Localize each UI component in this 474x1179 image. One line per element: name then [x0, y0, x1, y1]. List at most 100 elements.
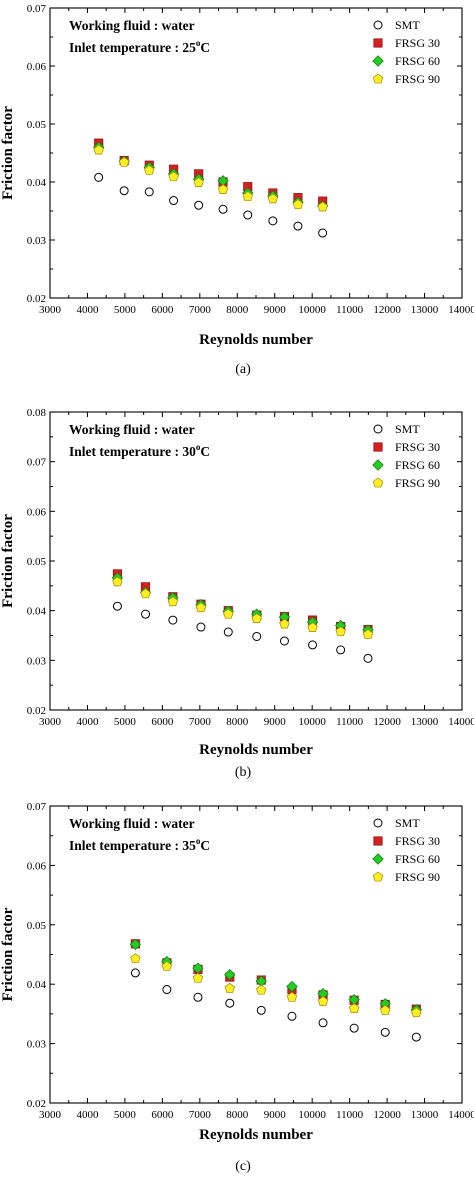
- y-tick-label: 0.05: [27, 119, 47, 131]
- annotation-working-fluid: Working fluid : water: [69, 18, 195, 33]
- x-tick-label: 6000: [151, 1109, 174, 1121]
- series-frsg-90: [112, 576, 374, 639]
- series-frsg-90: [93, 144, 328, 212]
- series-smt: [130, 968, 421, 1042]
- data-point: [129, 938, 142, 951]
- x-tick-label: 5000: [114, 1109, 137, 1121]
- x-tick-label: 8000: [226, 304, 249, 316]
- data-point: [168, 615, 178, 625]
- legend-label: FRSG 60: [395, 458, 440, 472]
- x-tick-label: 7000: [189, 1109, 212, 1121]
- y-tick-label: 0.02: [27, 1098, 46, 1110]
- data-point: [252, 631, 262, 641]
- x-tick-label: 10000: [298, 1109, 326, 1121]
- x-tick-label: 12000: [373, 716, 401, 728]
- legend-label: FRSG 30: [395, 834, 440, 848]
- x-tick-label: 7000: [189, 716, 212, 728]
- series-frsg-60: [111, 572, 374, 636]
- data-point: [307, 622, 318, 632]
- x-tick-label: 8000: [226, 716, 249, 728]
- legend-marker-frsg-30: [373, 442, 383, 452]
- data-point: [292, 199, 304, 210]
- y-tick-label: 0.03: [27, 655, 47, 667]
- x-axis-title: Reynolds number: [199, 742, 313, 758]
- x-tick-label: 14000: [448, 716, 474, 728]
- x-tick-label: 6000: [151, 716, 174, 728]
- data-point: [162, 985, 172, 995]
- data-point: [161, 960, 173, 971]
- legend-marker-frsg-30: [373, 38, 383, 48]
- y-tick-label: 0.05: [27, 556, 47, 568]
- data-point: [242, 191, 253, 201]
- x-tick-label: 5000: [114, 716, 137, 728]
- data-point: [293, 221, 303, 231]
- series-frsg-90: [130, 953, 422, 1018]
- x-tick-label: 9000: [264, 1109, 287, 1121]
- y-tick-label: 0.03: [27, 235, 47, 247]
- data-point: [223, 627, 233, 637]
- chart-panel-c: 3000 4000 5000 6000 7000 8000 9000 10000 11000 12…: [0, 801, 474, 1174]
- data-point: [168, 171, 179, 182]
- x-tick-label: 4000: [76, 716, 99, 728]
- x-tick-label: 3000: [39, 1109, 62, 1121]
- data-point: [196, 622, 206, 632]
- x-tick-label: 3000: [39, 716, 62, 728]
- data-point: [256, 1005, 266, 1015]
- series-frsg-60: [129, 938, 423, 1016]
- x-tick-label: 10000: [298, 716, 326, 728]
- y-tick-label: 0.04: [27, 979, 47, 991]
- y-tick-label: 0.03: [27, 1039, 47, 1051]
- x-tick-label: 4000: [76, 304, 99, 316]
- data-point: [194, 200, 204, 210]
- legend-label: FRSG 60: [395, 852, 440, 866]
- data-point: [130, 953, 141, 964]
- data-point: [279, 618, 290, 629]
- annotation-degree-sign: o: [196, 836, 201, 846]
- annotation-temp-value: Inlet temperature : 30: [69, 444, 196, 459]
- y-tick-label: 0.06: [27, 506, 47, 518]
- y-tick-label: 0.04: [27, 606, 47, 618]
- data-point: [286, 991, 298, 1002]
- data-point: [112, 601, 122, 611]
- data-point: [224, 969, 236, 981]
- annotation-working-fluid: Working fluid : water: [69, 816, 195, 831]
- data-point: [224, 982, 235, 993]
- data-point: [268, 216, 278, 226]
- x-tick-label: 12000: [373, 1109, 401, 1121]
- data-point: [141, 609, 151, 619]
- chart-panel-b: 3000 4000 5000 6000 7000 8000 9000 10000 11000 12…: [0, 407, 474, 780]
- legend-marker-frsg-60: [372, 55, 384, 67]
- data-point: [169, 196, 179, 206]
- series-smt: [112, 601, 373, 663]
- x-tick-label: 9000: [264, 304, 287, 316]
- data-point: [193, 992, 203, 1002]
- data-point: [112, 576, 123, 587]
- legend-marker-frsg-90: [372, 477, 384, 488]
- legend-label: FRSG 90: [395, 870, 440, 884]
- y-tick-label: 0.04: [27, 177, 47, 189]
- annotation-inlet-temperature: Inlet temperature : 30oC: [69, 442, 210, 459]
- data-point: [218, 204, 228, 214]
- legend-label: FRSG 30: [395, 36, 440, 50]
- x-tick-label: 4000: [76, 1109, 99, 1121]
- annotation-unit: C: [200, 444, 210, 459]
- y-tick-label: 0.05: [27, 920, 47, 932]
- x-axis-title: Reynolds number: [199, 1127, 313, 1143]
- data-point: [94, 172, 104, 182]
- data-point: [167, 596, 179, 607]
- annotation-unit: C: [200, 838, 210, 853]
- data-point: [318, 1018, 328, 1028]
- legend-marker-smt: [373, 424, 383, 434]
- legend-label: FRSG 90: [395, 72, 440, 86]
- data-point: [308, 640, 318, 650]
- series-smt: [94, 172, 328, 238]
- x-tick-label: 11000: [336, 1109, 364, 1121]
- legend-label: SMT: [395, 422, 420, 436]
- legend-marker-frsg-90: [372, 73, 384, 84]
- legend-label: SMT: [395, 816, 420, 830]
- y-tick-label: 0.08: [27, 407, 47, 419]
- x-tick-label: 12000: [373, 304, 401, 316]
- x-tick-label: 13000: [411, 304, 439, 316]
- annotation-temp-value: Inlet temperature : 25: [69, 40, 196, 55]
- x-tick-label: 3000: [39, 304, 62, 316]
